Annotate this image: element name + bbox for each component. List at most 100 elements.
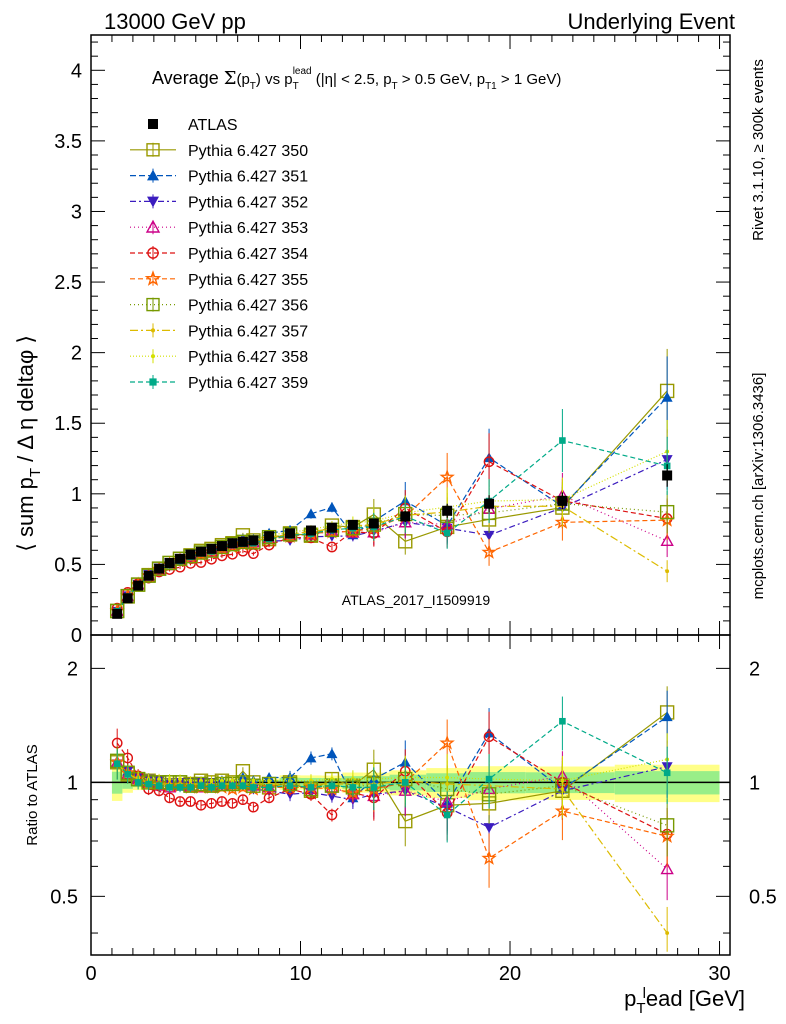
ratio-data-layer (109, 686, 675, 952)
atlas-point (484, 498, 495, 509)
data-point (130, 577, 146, 592)
atlas-point (557, 495, 568, 506)
ratio-point (483, 731, 495, 743)
data-point (443, 529, 451, 537)
legend-entry: Pythia 6.427 351 (130, 168, 308, 186)
legend-marker (146, 297, 160, 312)
ratio-point (197, 782, 205, 789)
ratio-y-axis-label: Ratio to ATLAS (24, 744, 41, 845)
title-prefix: Average (152, 68, 224, 88)
ratio-point (326, 748, 338, 759)
data-point (661, 391, 673, 402)
data-point (483, 456, 495, 468)
atlas-point (227, 538, 238, 549)
main-frame (90, 34, 731, 636)
ratio-point (445, 775, 450, 780)
atlas-point (154, 563, 165, 574)
atlas-point (237, 536, 248, 547)
legend-marker (149, 378, 157, 386)
ratio-point (349, 784, 357, 791)
data-point (659, 504, 675, 520)
legend-entry: Pythia 6.427 352 (130, 194, 308, 211)
main-panel: 0 0.5 1 1.5 2 2.5 3 3.5 4 ATLAS_2017_I1509919 (54, 34, 731, 647)
ratio-point (155, 782, 163, 789)
atlas-point (662, 470, 673, 481)
title-vs: vs p (261, 71, 293, 88)
series-main (115, 419, 670, 614)
main-axis-ticks: 0 0.5 1 1.5 2 2.5 3 3.5 4 (54, 35, 730, 647)
ratio-point (113, 760, 121, 768)
ratio-point (559, 717, 566, 725)
y-tick-label: 1 (71, 484, 82, 506)
title-pt-open: (p (236, 71, 249, 88)
ratio-point (229, 782, 236, 789)
y-tick-label: 0 (71, 625, 82, 647)
y-axis-label-sub: T (27, 468, 44, 477)
chart-title: Average Σ(pT) vs pTlead (|η| < 2.5, pT >… (152, 66, 561, 92)
atlas-point (143, 570, 154, 581)
data-point (559, 437, 566, 444)
legend-entry: Pythia 6.427 356 (130, 297, 308, 315)
series-line (116, 450, 668, 612)
legend-marker (147, 247, 159, 259)
title-cuts-sub2: T1 (485, 81, 497, 92)
ratio-point (265, 784, 273, 791)
ratio-point (443, 811, 451, 819)
ratio-point (560, 778, 565, 783)
x-axis-label: pTlead [GeV] (624, 985, 745, 1017)
series-main (113, 409, 671, 615)
ratio-point (220, 778, 224, 783)
data-point (660, 533, 674, 546)
series-main (111, 356, 673, 616)
legend-entry: Pythia 6.427 357 (130, 323, 308, 340)
data-point (483, 530, 495, 541)
legend-marker (148, 119, 158, 129)
legend-marker (147, 196, 159, 208)
data-point (326, 501, 338, 512)
main-data-layer (109, 348, 675, 619)
ratio-point (240, 778, 245, 783)
ratio-point (188, 778, 193, 783)
ratio-axis-ticks: 0 10 20 30 0.5 0.5 1 1 2 2 (50, 635, 777, 985)
y-axis-label-a: ⟨ sum p (13, 477, 38, 552)
title-sub-t: T (293, 81, 299, 92)
ratio-point (178, 777, 182, 782)
ratio-frame (90, 634, 731, 956)
ratio-point (330, 777, 334, 782)
series-ratio (113, 696, 671, 843)
legend-marker (147, 169, 159, 181)
x-tick-label: 0 (85, 963, 96, 985)
x-tick-label: 30 (708, 963, 730, 985)
series-main (111, 433, 673, 614)
ratio-point (370, 784, 378, 791)
x-tick-label: 10 (289, 963, 311, 985)
series-line (116, 390, 668, 612)
series-ratio (109, 686, 675, 847)
atlas-point (175, 553, 186, 564)
data-point (305, 508, 317, 519)
x-axis-label-rest: ead [GeV] (646, 986, 745, 1011)
x-tick-label: 20 (499, 963, 521, 985)
y-tick-label: 2 (71, 343, 82, 365)
y-tick-label: 1.5 (54, 413, 82, 435)
y-axis-label-b: / Δ η deltaφ ⟩ (13, 335, 38, 468)
ratio-point (237, 794, 249, 806)
ratio-point (230, 778, 235, 783)
legend-marker (150, 328, 156, 333)
title-cuts-b: > 0.5 GeV, p (398, 71, 485, 88)
header-left: 13000 GeV pp (104, 9, 246, 34)
ratio-point (227, 798, 238, 809)
legend-entry: Pythia 6.427 359 (130, 375, 308, 392)
y-tick-label: 3.5 (54, 131, 82, 153)
ratio-point (208, 784, 215, 791)
ratio-y-tick-label: 0.5 (50, 886, 78, 908)
side-label-mcplots: mcplots.cern.ch [arXiv:1306.3436] (750, 373, 767, 600)
ratio-point (167, 777, 172, 782)
ratio-point (157, 777, 162, 782)
ratio-point (174, 796, 186, 807)
ratio-y-tick-label: 2 (67, 658, 78, 680)
ratio-point (195, 799, 207, 811)
title-sup-lead: lead (293, 66, 312, 77)
atlas-point (400, 511, 411, 522)
ratio-y-tick-label-right: 1 (749, 772, 760, 794)
